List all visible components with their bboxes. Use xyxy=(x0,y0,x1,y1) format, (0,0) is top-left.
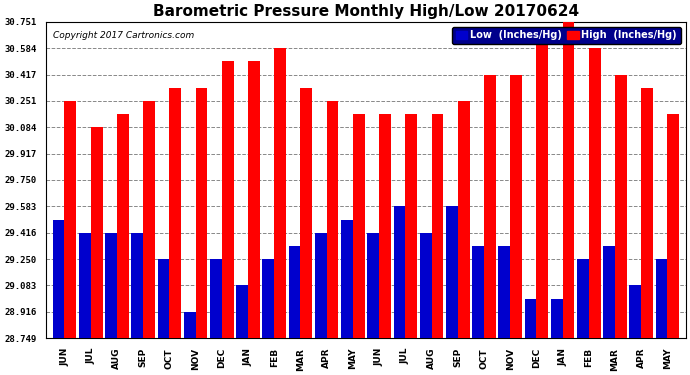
Bar xyxy=(184,312,195,338)
Bar xyxy=(367,233,379,338)
Bar xyxy=(79,233,90,338)
Bar xyxy=(562,22,574,338)
Bar xyxy=(326,101,339,338)
Text: Copyright 2017 Cartronics.com: Copyright 2017 Cartronics.com xyxy=(52,31,194,40)
Bar xyxy=(577,259,589,338)
Bar xyxy=(420,233,431,338)
Bar xyxy=(210,259,221,338)
Title: Barometric Pressure Monthly High/Low 20170624: Barometric Pressure Monthly High/Low 201… xyxy=(153,4,579,19)
Bar xyxy=(117,114,129,338)
Legend: Low  (Inches/Hg), High  (Inches/Hg): Low (Inches/Hg), High (Inches/Hg) xyxy=(452,27,681,44)
Bar xyxy=(431,114,444,338)
Bar xyxy=(143,101,155,338)
Bar xyxy=(498,246,510,338)
Bar xyxy=(615,75,627,338)
Bar xyxy=(262,259,274,338)
Bar xyxy=(524,298,536,338)
Bar xyxy=(315,233,326,338)
Bar xyxy=(274,48,286,338)
Bar xyxy=(236,285,248,338)
Bar xyxy=(510,75,522,338)
Bar xyxy=(589,48,600,338)
Bar xyxy=(353,114,365,338)
Bar xyxy=(393,206,405,338)
Bar xyxy=(551,298,562,338)
Bar xyxy=(90,127,103,338)
Bar xyxy=(300,88,313,338)
Bar xyxy=(105,233,117,338)
Bar xyxy=(641,88,653,338)
Bar xyxy=(169,88,181,338)
Bar xyxy=(667,114,679,338)
Bar xyxy=(603,246,615,338)
Bar xyxy=(446,206,457,338)
Bar xyxy=(195,88,208,338)
Bar xyxy=(484,75,495,338)
Bar xyxy=(656,259,667,338)
Bar xyxy=(288,246,300,338)
Bar xyxy=(64,101,77,338)
Bar xyxy=(157,259,169,338)
Bar xyxy=(536,35,548,338)
Bar xyxy=(629,285,641,338)
Bar xyxy=(405,114,417,338)
Bar xyxy=(457,101,469,338)
Bar xyxy=(472,246,484,338)
Bar xyxy=(131,233,143,338)
Bar xyxy=(221,61,234,338)
Bar xyxy=(379,114,391,338)
Bar xyxy=(341,219,353,338)
Bar xyxy=(52,219,64,338)
Bar xyxy=(248,61,260,338)
